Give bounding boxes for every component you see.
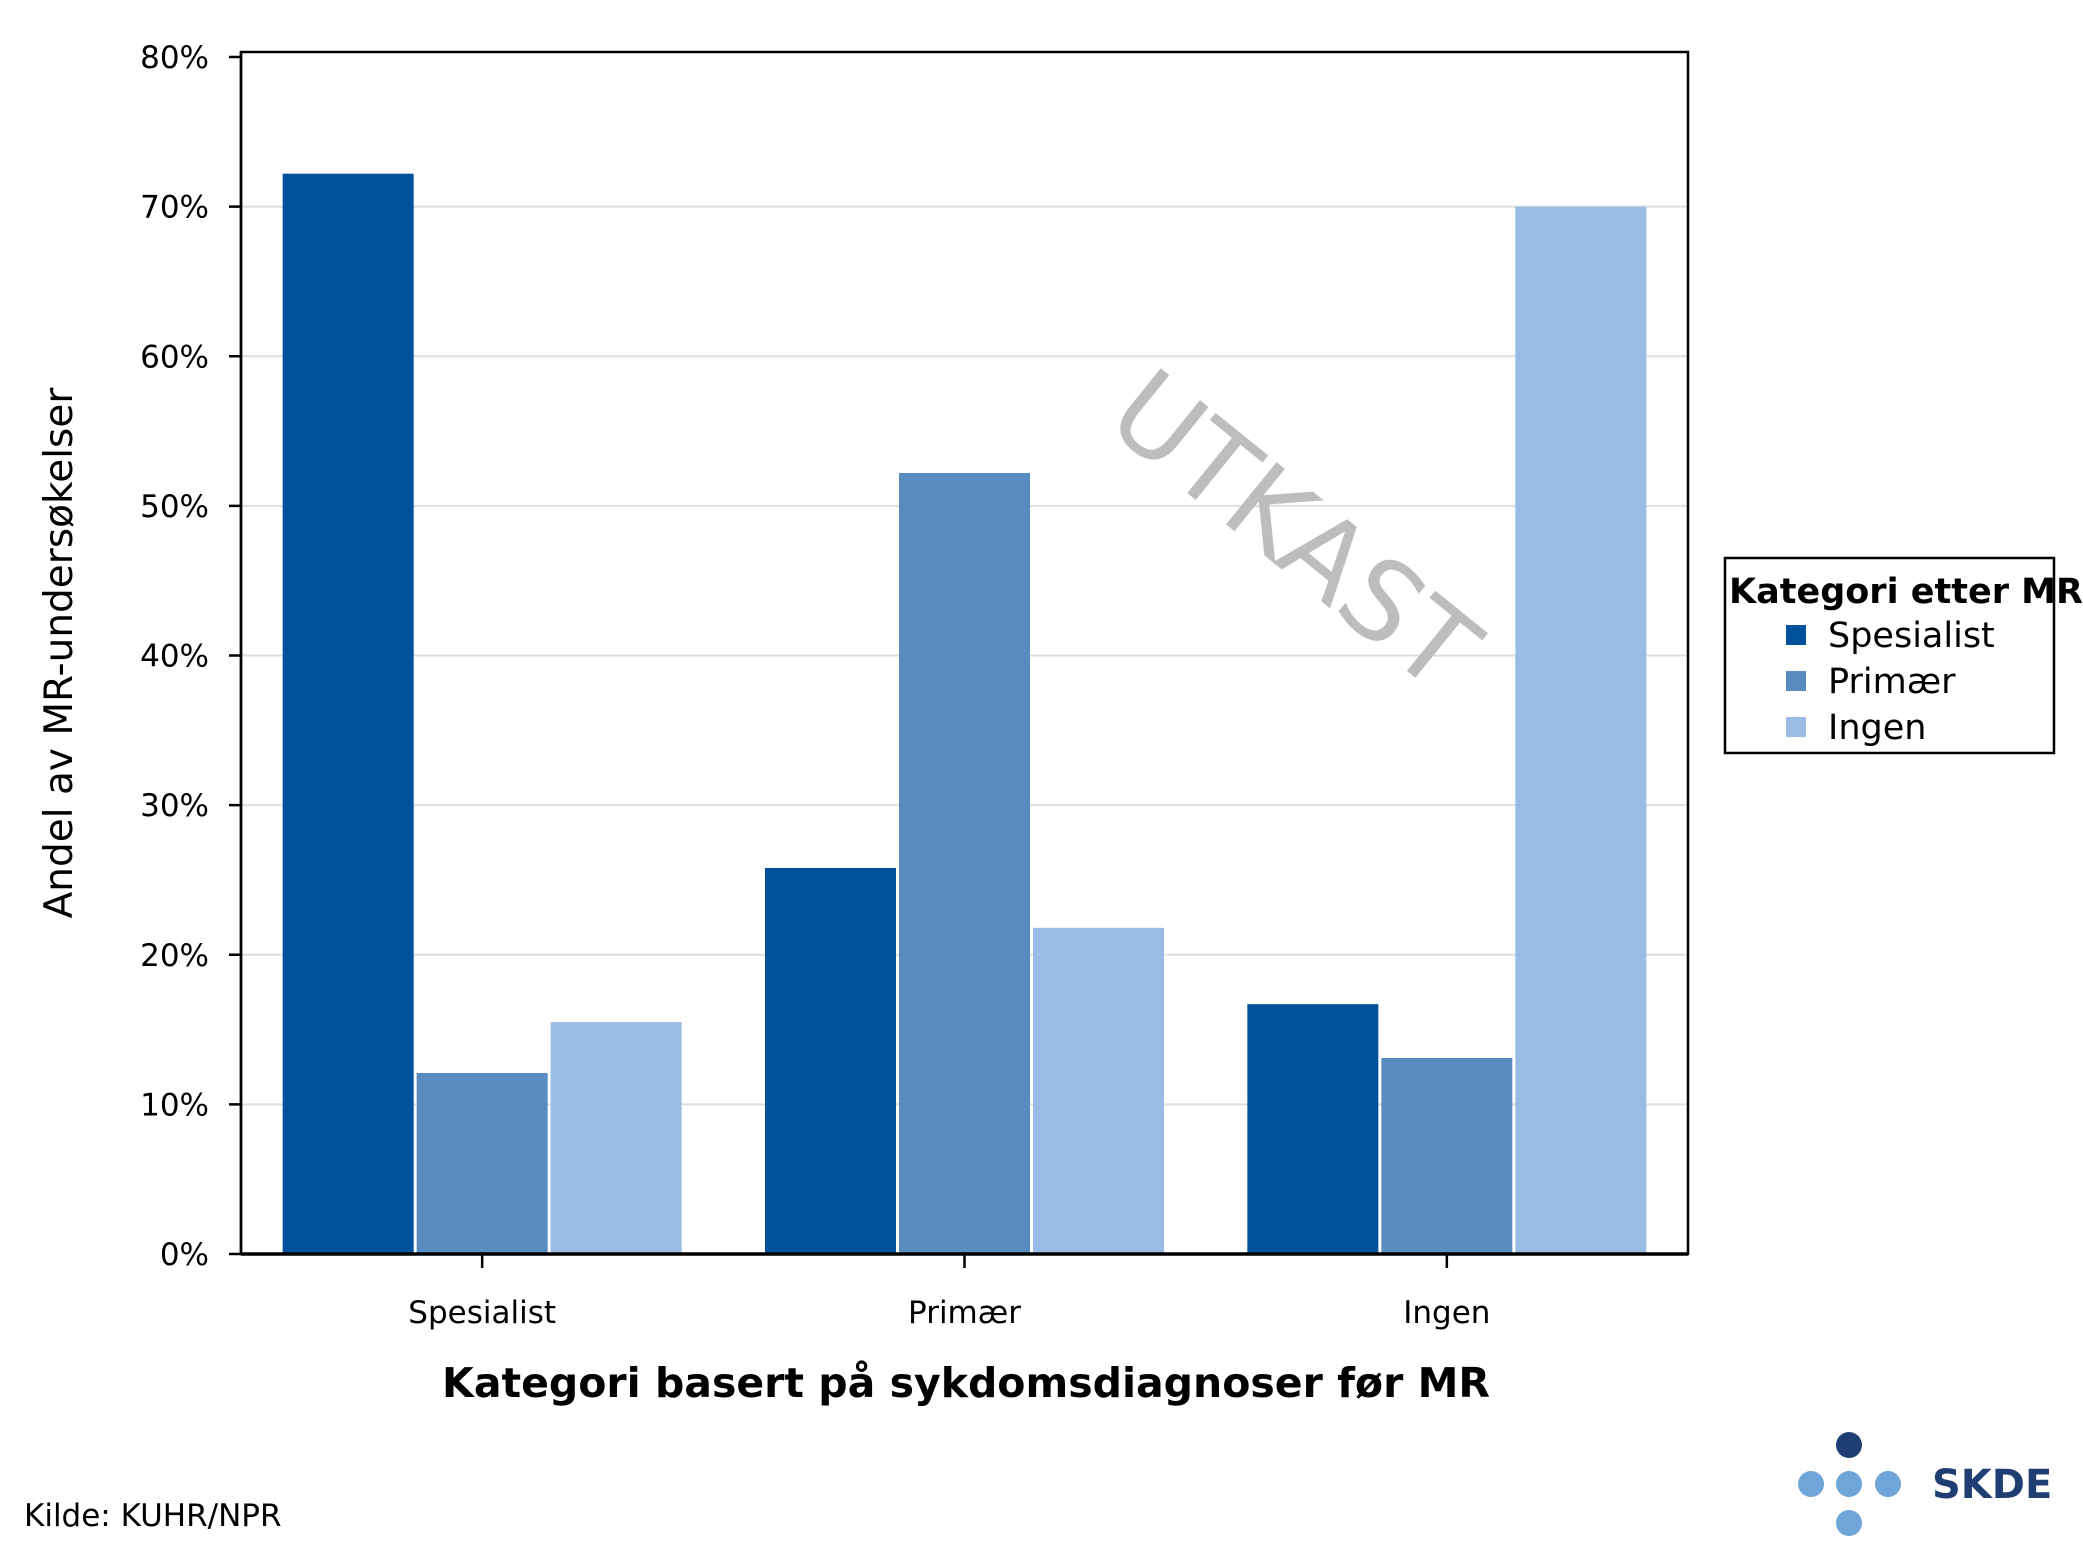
legend-box — [1723, 556, 2056, 755]
bar — [282, 173, 414, 1254]
y-tick-label: 30% — [140, 788, 209, 824]
x-tick-label: Ingen — [1403, 1295, 1490, 1331]
bar — [899, 472, 1030, 1254]
y-tick-label: 10% — [140, 1087, 209, 1123]
bar — [416, 1072, 548, 1254]
legend-label: Spesialist — [1828, 616, 1995, 656]
y-tick-label: 80% — [140, 40, 209, 76]
legend-swatch — [1786, 671, 1806, 691]
bar — [1515, 206, 1647, 1254]
logo-dot-center — [1836, 1471, 1862, 1497]
bar — [765, 867, 896, 1254]
legend-label: Primær — [1828, 662, 1956, 702]
legend-title: Kategori etter MR — [1729, 572, 2083, 612]
x-axis: Spesialist Primær Ingen — [241, 1252, 1688, 1331]
legend-items: Spesialist Primær Ingen — [1786, 616, 1995, 748]
legend: Kategori etter MR Spesialist Primær Ingen — [1723, 556, 2083, 755]
legend-swatch — [1786, 625, 1806, 645]
logo-text: SKDE — [1932, 1462, 2052, 1508]
y-tick-label: 50% — [140, 489, 209, 525]
y-tick-label: 60% — [140, 339, 209, 375]
skde-logo: SKDE — [1798, 1432, 2052, 1536]
legend-swatch — [1786, 717, 1806, 737]
x-tick-label: Primær — [908, 1295, 1021, 1331]
logo-dot-top — [1836, 1432, 1862, 1458]
bar — [1247, 1004, 1379, 1254]
bars — [282, 173, 1647, 1254]
y-tick-label: 40% — [140, 639, 209, 675]
logo-dot-left — [1798, 1471, 1824, 1497]
watermark-text: UTKAST — [1086, 345, 1501, 716]
bar — [1381, 1057, 1513, 1254]
y-tick-label: 0% — [160, 1237, 209, 1273]
x-axis-title: Kategori basert på sykdomsdiagnoser før … — [442, 1359, 1490, 1407]
y-axis-title: Andel av MR-undersøkelser — [37, 387, 82, 919]
y-tick-label: 70% — [140, 190, 209, 226]
y-tick-label: 20% — [140, 938, 209, 974]
bar — [1033, 927, 1164, 1254]
legend-label: Ingen — [1828, 708, 1926, 748]
logo-dot-bottom — [1836, 1510, 1862, 1536]
logo-dot-right — [1875, 1471, 1901, 1497]
y-axis: 0% 10% 20% 30% 40% 50% 60% 70% 80% — [140, 40, 243, 1273]
bar — [550, 1022, 682, 1254]
x-tick-label: Spesialist — [408, 1295, 556, 1331]
source-note: Kilde: KUHR/NPR — [24, 1498, 282, 1534]
